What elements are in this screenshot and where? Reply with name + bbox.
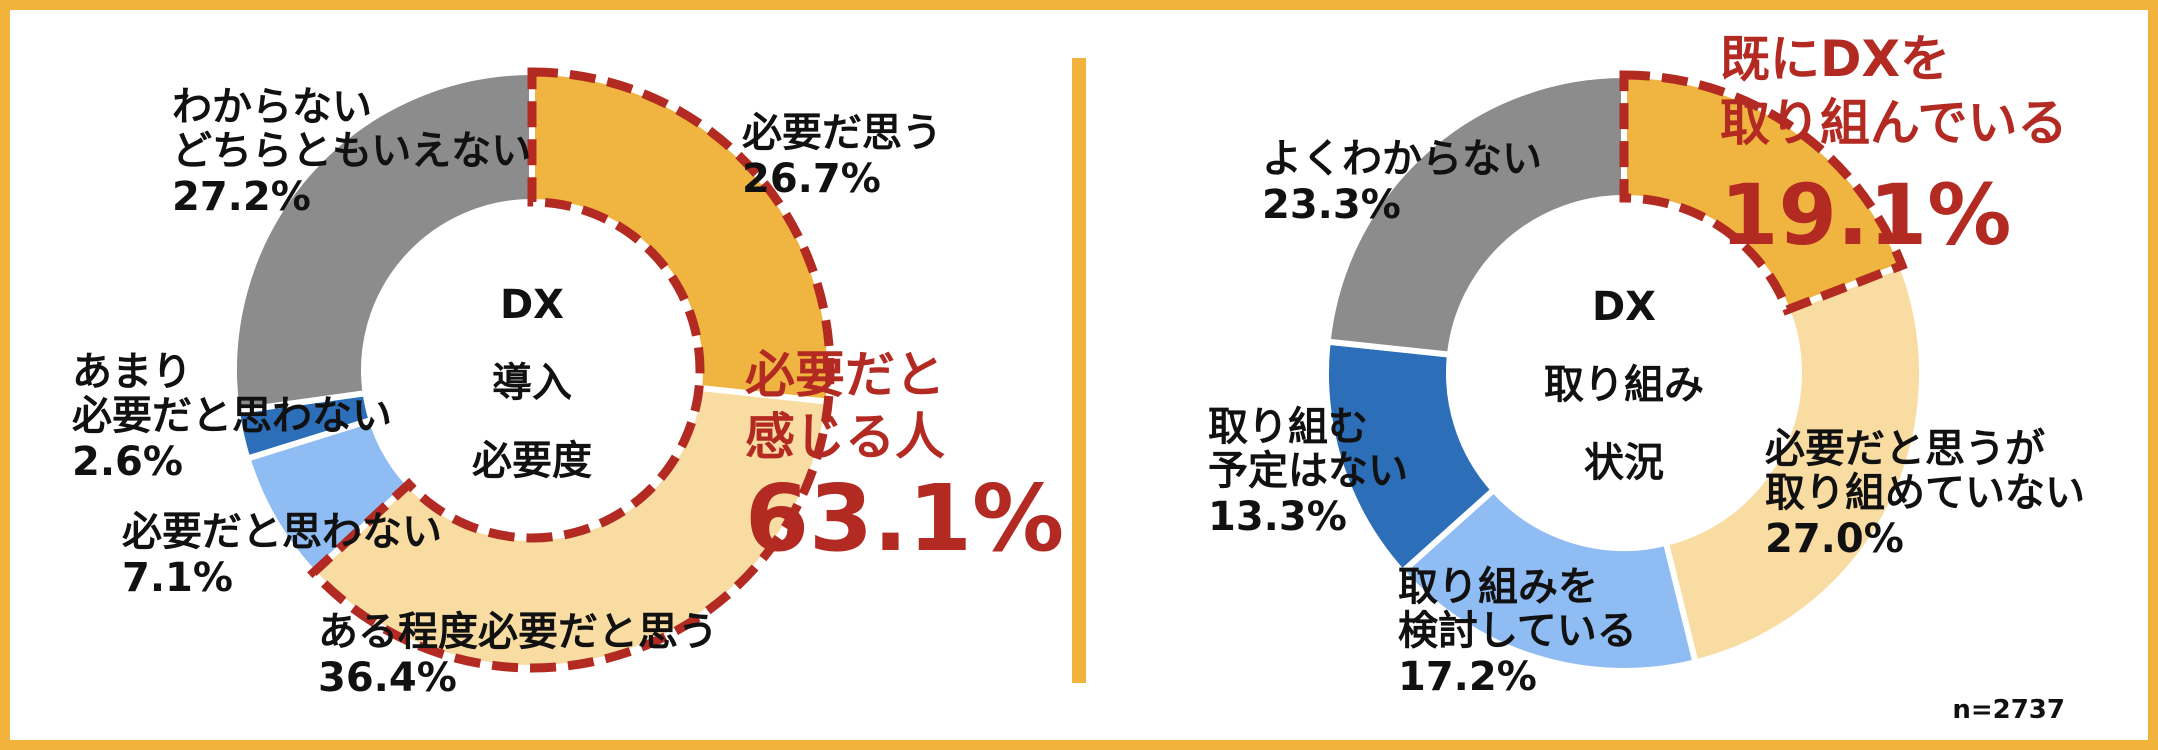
slice-label: よくわからない — [1262, 136, 1542, 182]
slice-label-line: わからない — [172, 84, 372, 130]
center-label: DX 取り組み状況 — [1544, 284, 1704, 486]
center-label-line: 状況 — [1584, 440, 1664, 486]
slice-value: 19.1% — [1720, 166, 2011, 264]
center-label: DX 導入必要度 — [472, 282, 592, 484]
chart-divider — [1072, 58, 1086, 683]
highlight-label-line: 感じる人 — [745, 408, 945, 466]
slice-label-line: 取り組めていない — [1765, 470, 2085, 516]
slice-label: 既にDXを取り組んでいる — [1720, 30, 2068, 152]
center-label-line: 取り組み — [1544, 362, 1704, 408]
slice-2 — [1397, 485, 1700, 674]
slice-value: 27.0% — [1765, 516, 1904, 562]
slice-value: 17.2% — [1398, 654, 1537, 700]
slice-label-line: 既にDXを — [1720, 30, 1950, 88]
slice-1 — [1662, 261, 1925, 666]
slice-label: ある程度必要だと思う — [318, 609, 718, 655]
slice-4 — [231, 68, 535, 415]
center-label-line: DX — [1592, 284, 1656, 330]
slice-label: 取り組む予定はない — [1208, 404, 1408, 494]
slice-label-line: どちらともいえない — [172, 128, 531, 174]
slice-label: 必要だと思うが取り組めていない — [1765, 426, 2085, 516]
highlight-value: 63.1% — [745, 465, 1064, 572]
center-label-line: DX — [500, 282, 564, 328]
slice-value: 7.1% — [122, 555, 233, 601]
slice-label: 必要だ思う — [742, 110, 942, 156]
slice-label: わからないどちらともいえない — [172, 84, 531, 174]
highlight-label-line: 必要だと — [745, 346, 945, 404]
slice-value: 23.3% — [1262, 182, 1401, 228]
slice-value: 13.3% — [1208, 494, 1347, 540]
highlight-outline — [307, 67, 835, 673]
slice-label-line: 必要だと思わない — [72, 393, 392, 439]
slice-label-line: 取り組んでいる — [1720, 94, 2068, 152]
footnote: n=2737 — [1952, 695, 2065, 725]
slice-value: 27.2% — [172, 174, 311, 220]
slice-label-line: ある程度必要だと思う — [318, 609, 718, 655]
slice-label: あまり必要だと思わない — [72, 349, 392, 439]
donut-chart-dx-status: DX 取り組み状況 既にDXを取り組んでいる 19.1% 必要だと思うが取り組めていない… — [1208, 30, 2085, 700]
slice-label-line: 取り組みを — [1398, 564, 1598, 610]
highlight-outline — [1619, 70, 1908, 316]
slice-label: 取り組みを検討している — [1398, 564, 1637, 654]
slice-label-line: 必要だと思うが — [1765, 426, 2045, 472]
slice-value: 36.4% — [318, 655, 457, 701]
slice-label-line: 必要だと思わない — [122, 509, 442, 555]
slice-label-line: 取り組む — [1208, 404, 1368, 450]
slice-label-line: 検討している — [1398, 608, 1637, 654]
slice-label-line: よくわからない — [1262, 136, 1542, 182]
slice-label-line: 予定はない — [1208, 448, 1408, 494]
slice-value: 26.7% — [742, 156, 881, 202]
highlight-label: 必要だと感じる人 — [745, 346, 945, 466]
slice-label-line: 必要だ思う — [742, 110, 942, 156]
slice-label: 必要だと思わない — [122, 509, 442, 555]
center-label-line: 導入 — [492, 360, 572, 406]
slice-4 — [1324, 71, 1627, 358]
center-label-line: 必要度 — [472, 438, 592, 484]
slice-value: 2.6% — [72, 439, 183, 485]
slice-label-line: あまり — [72, 349, 192, 395]
